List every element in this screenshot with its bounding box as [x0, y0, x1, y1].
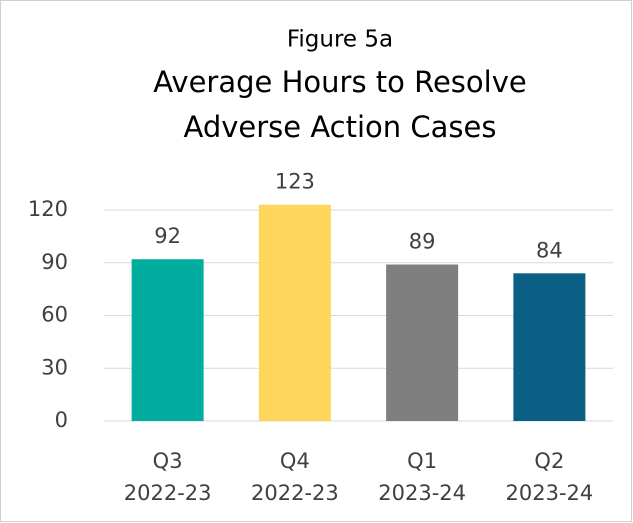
bar — [131, 259, 204, 421]
y-tick-label: 30 — [41, 355, 68, 379]
data-label: 123 — [275, 170, 315, 194]
bar — [386, 264, 459, 421]
y-tick-label: 0 — [55, 408, 68, 432]
data-label: 92 — [154, 224, 181, 248]
x-tick-label: 2022-23 — [251, 481, 339, 505]
bar — [513, 273, 586, 421]
chart-subtitle: Adverse Action Cases — [184, 110, 497, 144]
y-tick-label: 90 — [41, 250, 68, 274]
x-tick-label: 2022-23 — [124, 481, 212, 505]
x-tick-label: Q3 — [153, 449, 183, 473]
x-tick-label: Q1 — [407, 449, 437, 473]
chart-subtitle: Average Hours to Resolve — [153, 65, 526, 99]
data-label: 84 — [536, 238, 563, 262]
y-tick-label: 60 — [41, 303, 68, 327]
x-tick-label: 2023-24 — [378, 481, 466, 505]
chart-title: Figure 5a — [287, 27, 393, 53]
data-label: 89 — [409, 230, 436, 254]
x-tick-label: Q2 — [534, 449, 564, 473]
x-tick-label: Q4 — [280, 449, 310, 473]
bar — [258, 204, 331, 421]
y-tick-label: 120 — [28, 197, 68, 221]
x-tick-label: 2023-24 — [506, 481, 594, 505]
